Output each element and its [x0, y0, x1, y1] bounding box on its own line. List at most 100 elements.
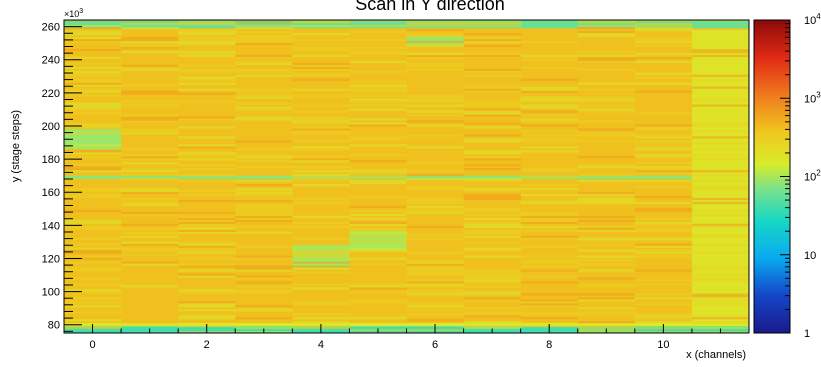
- heatmap-stripe: [121, 118, 179, 121]
- heatmap-stripe: [64, 225, 122, 228]
- heatmap-stripe: [178, 245, 236, 248]
- heatmap-stripe: [292, 148, 350, 151]
- heatmap-stripe: [691, 225, 749, 228]
- heatmap-stripe: [463, 168, 522, 171]
- heatmap-stripe: [235, 197, 293, 201]
- heatmap-stripe: [463, 114, 522, 117]
- heatmap-stripe: [235, 54, 293, 58]
- heatmap-stripe: [634, 179, 693, 183]
- heatmap-stripe: [520, 311, 579, 314]
- heatmap-stripe: [577, 243, 636, 246]
- heatmap-stripe: [520, 229, 579, 232]
- heatmap-stripe: [577, 199, 636, 203]
- heatmap-stripe: [292, 118, 350, 121]
- heatmap-stripe: [634, 140, 693, 143]
- heatmap-stripe: [406, 305, 465, 308]
- heatmap-stripe: [406, 94, 465, 97]
- heatmap-stripe: [235, 245, 293, 248]
- heatmap-stripe: [406, 100, 465, 103]
- heatmap-stripe: [463, 138, 522, 141]
- heatmap-stripe: [292, 237, 350, 240]
- heatmap-stripe: [406, 199, 465, 203]
- heatmap-stripe: [235, 191, 293, 195]
- heatmap-stripe: [178, 221, 236, 224]
- heatmap-stripe: [178, 275, 236, 278]
- heatmap-stripe: [406, 98, 465, 101]
- heatmap-stripe: [691, 277, 749, 280]
- heatmap-stripe: [292, 120, 350, 123]
- heatmap-stripe: [349, 100, 407, 103]
- heatmap-stripe: [235, 60, 293, 64]
- heatmap-stripe: [577, 26, 636, 30]
- heatmap-stripe: [406, 233, 465, 236]
- heatmap-stripe: [577, 283, 636, 286]
- heatmap-stripe: [178, 88, 236, 91]
- heatmap-stripe: [121, 64, 179, 68]
- heatmap-stripe: [634, 128, 693, 131]
- heatmap-stripe: [64, 291, 122, 294]
- heatmap-stripe: [520, 138, 579, 141]
- heatmap-stripe: [520, 146, 579, 149]
- heatmap-stripe: [349, 118, 407, 121]
- heatmap-stripe: [520, 183, 579, 187]
- heatmap-stripe: [292, 140, 350, 143]
- heatmap-stripe: [235, 187, 293, 191]
- heatmap-stripe: [292, 104, 350, 107]
- heatmap-stripe: [292, 48, 350, 52]
- heatmap-stripe: [406, 64, 465, 68]
- heatmap-stripe: [634, 243, 693, 246]
- heatmap-stripe: [463, 52, 522, 56]
- heatmap-stripe: [292, 72, 350, 75]
- heatmap-stripe: [691, 311, 749, 314]
- heatmap-stripe: [349, 195, 407, 199]
- heatmap-stripe: [121, 263, 179, 266]
- heatmap-stripe: [349, 46, 407, 50]
- heatmap-stripe: [520, 170, 579, 173]
- heatmap-stripe: [406, 265, 465, 268]
- heatmap-stripe: [691, 98, 749, 101]
- heatmap-stripe: [121, 261, 179, 264]
- heatmap-stripe: [463, 86, 522, 89]
- heatmap-stripe: [691, 185, 749, 189]
- heatmap-stripe: [64, 80, 122, 83]
- heatmap-stripe: [121, 249, 179, 252]
- heatmap-stripe: [121, 90, 179, 93]
- heatmap-stripe: [634, 38, 693, 42]
- heatmap-stripe: [577, 30, 636, 34]
- heatmap-stripe: [520, 78, 579, 81]
- heatmap-stripe: [463, 108, 522, 111]
- heatmap-stripe: [406, 40, 465, 44]
- heatmap-stripe: [634, 22, 693, 26]
- heatmap-stripe: [235, 68, 293, 71]
- heatmap-stripe: [577, 237, 636, 240]
- heatmap-stripe: [691, 295, 749, 298]
- heatmap-stripe: [64, 36, 122, 40]
- heatmap-stripe: [64, 255, 122, 258]
- heatmap-stripe: [178, 315, 236, 318]
- heatmap-stripe: [64, 70, 122, 73]
- heatmap-stripe: [577, 219, 636, 223]
- y-tick-label: 240: [42, 55, 60, 67]
- heatmap-stripe: [178, 199, 236, 203]
- heatmap-stripe: [121, 174, 179, 177]
- heatmap-stripe: [349, 257, 407, 260]
- heatmap-stripe: [121, 241, 179, 244]
- heatmap-stripe: [64, 168, 122, 171]
- heatmap-stripe: [235, 96, 293, 99]
- heatmap-stripe: [292, 317, 350, 320]
- heatmap-stripe: [292, 128, 350, 131]
- heatmap-stripe: [634, 134, 693, 137]
- heatmap-stripe: [235, 281, 293, 284]
- heatmap-stripe: [64, 126, 122, 129]
- heatmap-stripe: [577, 32, 636, 36]
- heatmap-stripe: [520, 237, 579, 240]
- heatmap-stripe: [349, 52, 407, 56]
- heatmap-stripe: [577, 307, 636, 310]
- heatmap-stripe: [634, 82, 693, 85]
- heatmap-stripe: [520, 58, 579, 62]
- heatmap-stripe: [634, 90, 693, 93]
- heatmap-stripe: [463, 22, 522, 26]
- heatmap-stripe: [463, 70, 522, 73]
- heatmap-stripe: [520, 88, 579, 91]
- heatmap-stripe: [520, 100, 579, 103]
